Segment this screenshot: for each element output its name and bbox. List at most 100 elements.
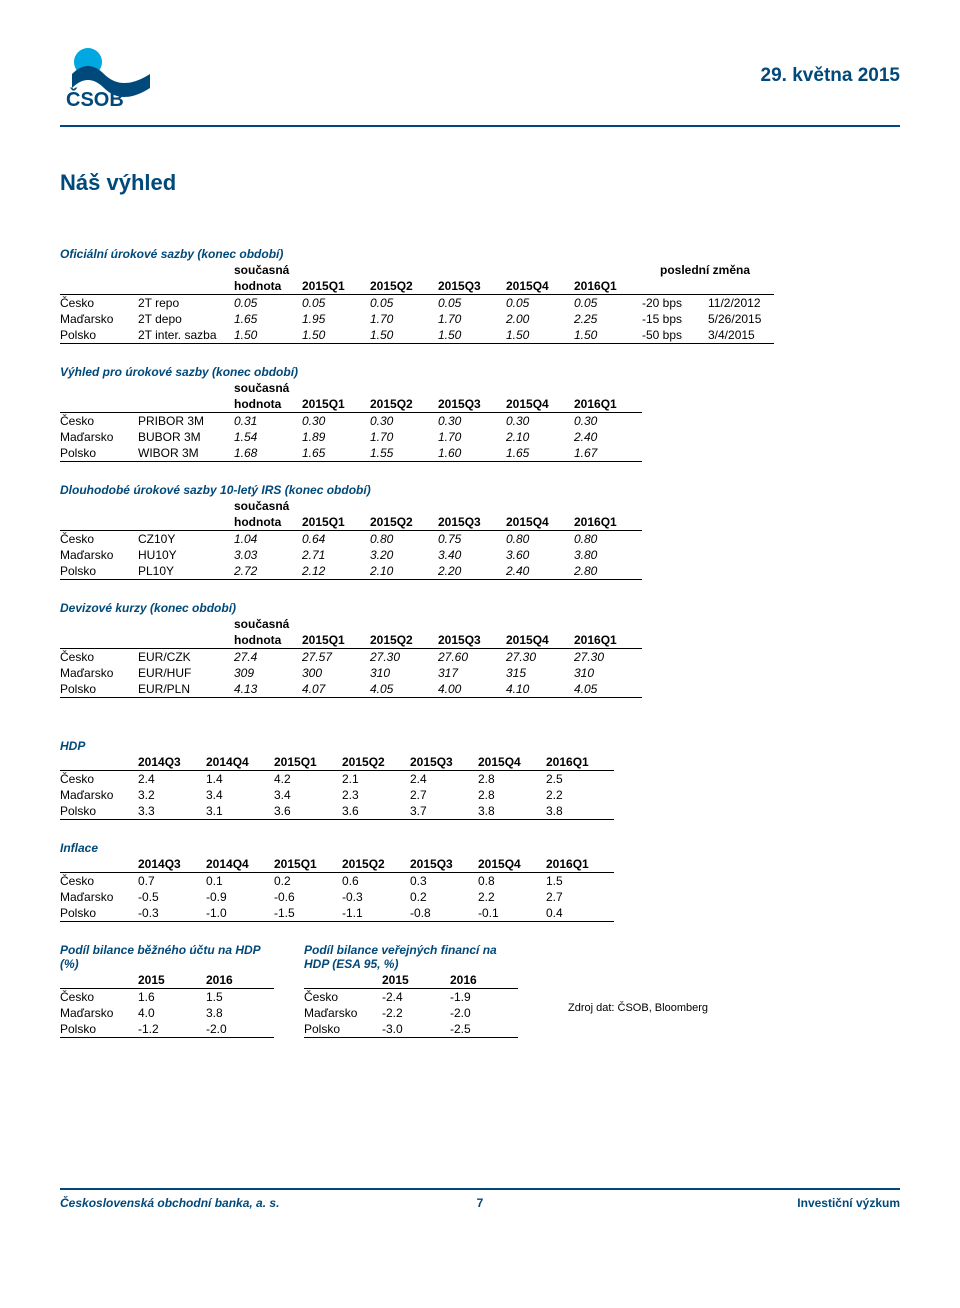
row-cell: 315 — [506, 665, 574, 681]
row-cell: 2.1 — [342, 771, 410, 788]
row-cell: 2T inter. sazba — [138, 327, 234, 344]
row-cell: 0.05 — [370, 295, 438, 312]
row-cell: -0.8 — [410, 905, 478, 922]
row-cell: 0.8 — [478, 873, 546, 890]
row-cell: 2T depo — [138, 311, 234, 327]
row-cell: 1.70 — [438, 311, 506, 327]
row-cell: 27.30 — [370, 649, 438, 666]
row-cell: 2.12 — [302, 563, 370, 580]
row-cell: 3.8 — [478, 803, 546, 820]
row-cell: 3.3 — [138, 803, 206, 820]
row-cell: 1.5 — [206, 989, 274, 1006]
row-cell: 2.40 — [574, 429, 642, 445]
footer-left: Československá obchodní banka, a. s. — [60, 1196, 450, 1210]
row-label: Polsko — [60, 1021, 138, 1038]
row-cell: EUR/PLN — [138, 681, 234, 698]
inflation-table: Inflace 2014Q3 2014Q4 2015Q1 2015Q2 2015… — [60, 840, 614, 922]
row-cell: 1.54 — [234, 429, 302, 445]
footer-page-number: 7 — [450, 1196, 510, 1210]
row-cell: -1.1 — [342, 905, 410, 922]
row-cell: -2.0 — [450, 1005, 518, 1021]
row-cell: 0.75 — [438, 531, 506, 548]
row-cell: 1.04 — [234, 531, 302, 548]
row-cell: -3.0 — [382, 1021, 450, 1038]
row-cell: 0.05 — [234, 295, 302, 312]
row-cell: -0.1 — [478, 905, 546, 922]
row-cell: 1.70 — [370, 429, 438, 445]
section-title: Výhled pro úrokové sazby (konec období) — [60, 364, 642, 380]
row-cell: 0.30 — [370, 413, 438, 430]
row-cell: 1.50 — [574, 327, 642, 344]
row-cell: 300 — [302, 665, 370, 681]
row-label: Polsko — [60, 905, 138, 922]
row-cell: 5/26/2015 — [708, 311, 774, 327]
content-area: Náš výhled Oficiální úrokové sazby (kone… — [60, 40, 900, 1058]
row-cell: 2.7 — [546, 889, 614, 905]
row-label: Polsko — [60, 563, 138, 580]
section-title: Oficiální úrokové sazby (konec období) — [60, 246, 774, 262]
row-cell: 27.30 — [506, 649, 574, 666]
row-cell: 1.65 — [302, 445, 370, 462]
current-account-table: Podíl bilance běžného účtu na HDP (%) 20… — [60, 942, 274, 1038]
row-cell: 3.40 — [438, 547, 506, 563]
row-cell: 1.55 — [370, 445, 438, 462]
row-label: Maďarsko — [60, 429, 138, 445]
row-cell: 1.65 — [234, 311, 302, 327]
row-cell: 3.7 — [410, 803, 478, 820]
row-label: Polsko — [60, 445, 138, 462]
row-cell: -20 bps — [642, 295, 708, 312]
row-label: Maďarsko — [60, 311, 138, 327]
row-cell: 1.89 — [302, 429, 370, 445]
row-cell: 27.4 — [234, 649, 302, 666]
row-cell: 1.68 — [234, 445, 302, 462]
row-cell: 3.2 — [138, 787, 206, 803]
row-cell: 1.50 — [370, 327, 438, 344]
section-title: Podíl bilance běžného účtu na HDP (%) — [60, 942, 274, 972]
row-label: Maďarsko — [304, 1005, 382, 1021]
row-cell: 0.64 — [302, 531, 370, 548]
row-cell: -2.5 — [450, 1021, 518, 1038]
row-cell: 4.2 — [274, 771, 342, 788]
row-cell: 1.50 — [438, 327, 506, 344]
row-label: Česko — [60, 531, 138, 548]
row-cell: WIBOR 3M — [138, 445, 234, 462]
row-cell: 3.4 — [206, 787, 274, 803]
row-cell: 2.71 — [302, 547, 370, 563]
row-cell: -1.9 — [450, 989, 518, 1006]
footer-right: Investiční výzkum — [510, 1196, 900, 1210]
row-cell: 1.60 — [438, 445, 506, 462]
fx-table: Devizové kurzy (konec období) současná h… — [60, 600, 642, 698]
long-rates-table: Dlouhodobé úrokové sazby 10-letý IRS (ko… — [60, 482, 642, 580]
page: ČSOB 29. května 2015 Náš výhled Oficiáln… — [0, 0, 960, 1240]
row-cell: 3.80 — [574, 547, 642, 563]
row-cell: 4.13 — [234, 681, 302, 698]
row-cell: 0.05 — [506, 295, 574, 312]
row-cell: 309 — [234, 665, 302, 681]
row-cell: 11/2/2012 — [708, 295, 774, 312]
section-title: Inflace — [60, 840, 138, 856]
row-cell: -0.5 — [138, 889, 206, 905]
row-cell: BUBOR 3M — [138, 429, 234, 445]
page-title: Náš výhled — [60, 170, 900, 196]
row-cell: 310 — [370, 665, 438, 681]
row-label: Polsko — [60, 327, 138, 344]
row-cell: 0.7 — [138, 873, 206, 890]
row-cell: -0.6 — [274, 889, 342, 905]
row-cell: 2T repo — [138, 295, 234, 312]
row-cell: PL10Y — [138, 563, 234, 580]
public-finance-table: Podíl bilance veřejných financí na HDP (… — [304, 942, 518, 1038]
row-cell: 2.40 — [506, 563, 574, 580]
row-cell: 2.20 — [438, 563, 506, 580]
row-cell: 4.05 — [370, 681, 438, 698]
row-cell: 2.7 — [410, 787, 478, 803]
row-cell: EUR/HUF — [138, 665, 234, 681]
row-cell: 1.50 — [506, 327, 574, 344]
row-cell: -50 bps — [642, 327, 708, 344]
row-cell: -1.5 — [274, 905, 342, 922]
row-cell: 1.5 — [546, 873, 614, 890]
row-label: Česko — [60, 989, 138, 1006]
row-cell: 2.4 — [138, 771, 206, 788]
row-cell: -2.0 — [206, 1021, 274, 1038]
row-cell: -0.9 — [206, 889, 274, 905]
row-label: Polsko — [304, 1021, 382, 1038]
